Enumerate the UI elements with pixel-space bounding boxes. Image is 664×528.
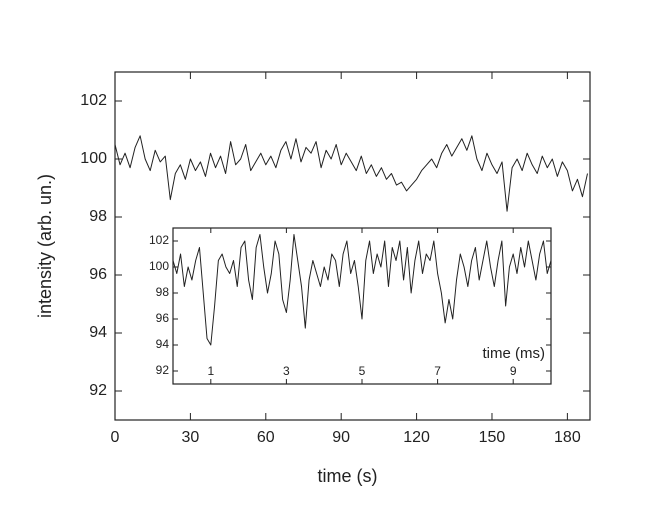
x-tick-label: 9 [510,364,517,378]
x-tick-label: 1 [207,364,214,378]
data-line [172,234,552,346]
x-tick-label: 30 [181,429,199,446]
y-tick-label: 100 [80,150,107,167]
y-axis-label: intensity (arb. un.) [35,174,55,318]
x-tick-label: 90 [332,429,350,446]
x-tick-label: 3 [283,364,290,378]
plot-frame [114,71,591,421]
inset-x-axis-label: time (ms) [483,345,546,362]
y-tick-label: 102 [80,92,107,109]
x-tick-label: 120 [403,429,430,446]
x-tick-label: 60 [257,429,275,446]
y-tick-label: 102 [149,233,169,247]
x-tick-label: 180 [554,429,581,446]
y-tick-label: 100 [149,259,169,273]
data-line [114,135,588,212]
y-tick-label: 96 [89,266,107,283]
y-tick-label: 94 [156,337,170,351]
x-axis-label: time (s) [318,466,378,486]
x-tick-label: 7 [434,364,441,378]
x-tick-label: 150 [479,429,506,446]
y-tick-label: 92 [156,363,170,377]
y-tick-label: 96 [156,311,170,325]
x-tick-label: 5 [359,364,366,378]
y-tick-label: 98 [156,285,170,299]
y-tick-label: 92 [89,382,107,399]
y-tick-label: 98 [89,208,107,225]
x-tick-label: 0 [111,429,120,446]
y-tick-label: 94 [89,324,107,341]
inset-background [173,228,551,384]
